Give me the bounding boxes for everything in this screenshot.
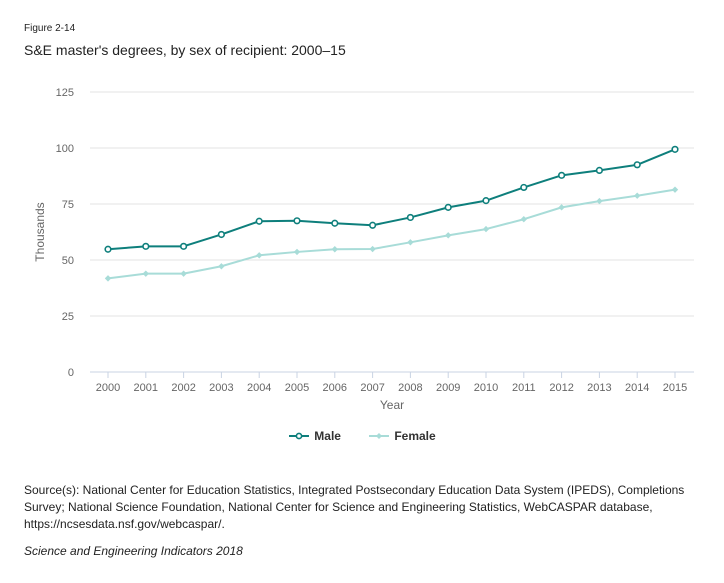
series-group <box>104 145 679 282</box>
data-point-female[interactable] <box>218 263 225 270</box>
x-tick-label: 2003 <box>209 382 233 394</box>
x-axis-ticks: 2000 2001 2002 2003 2004 2005 2006 2007 2008 2009… <box>96 372 687 394</box>
x-axis-title: Year <box>380 398 404 412</box>
x-tick-label: 2002 <box>171 382 195 394</box>
data-point-female[interactable] <box>671 186 679 193</box>
legend-label-male: Male <box>314 429 341 443</box>
data-point-male[interactable] <box>482 197 490 205</box>
x-tick-label: 2000 <box>96 382 120 394</box>
source-note: Source(s): National Center for Education… <box>24 483 685 531</box>
data-point-female[interactable] <box>104 275 112 282</box>
y-tick-label: 125 <box>56 87 74 99</box>
y-tick-label: 25 <box>62 311 74 323</box>
legend: Male Female <box>0 429 724 444</box>
data-point-male[interactable] <box>369 221 377 229</box>
x-tick-label: 2009 <box>436 382 460 394</box>
figure-label: Figure 2-14 <box>24 23 76 34</box>
chart-title: S&E master's degrees, by sex of recipien… <box>24 42 346 58</box>
data-point-female[interactable] <box>256 252 263 259</box>
data-point-male[interactable] <box>331 219 339 227</box>
data-point-female[interactable] <box>482 225 490 233</box>
y-tick-label: 100 <box>56 143 74 155</box>
x-tick-label: 2008 <box>398 382 422 394</box>
data-point-male[interactable] <box>406 213 415 222</box>
legend-item-male[interactable]: Male <box>288 429 341 443</box>
legend-male-icon <box>289 432 310 440</box>
x-tick-label: 2004 <box>247 382 271 394</box>
x-tick-label: 2010 <box>474 382 498 394</box>
data-point-female[interactable] <box>634 192 641 199</box>
data-point-female[interactable] <box>142 270 149 277</box>
data-point-female[interactable] <box>369 245 376 253</box>
x-tick-label: 2006 <box>323 382 347 394</box>
data-point-female[interactable] <box>331 246 338 253</box>
data-point-male[interactable] <box>104 245 112 253</box>
y-tick-label: 75 <box>62 199 74 211</box>
y-tick-label: 50 <box>62 255 74 267</box>
y-axis-title: Thousands <box>33 202 47 261</box>
x-tick-label: 2012 <box>549 382 573 394</box>
x-tick-label: 2011 <box>512 382 536 394</box>
data-point-male[interactable] <box>595 166 604 174</box>
x-tick-label: 2013 <box>587 382 611 394</box>
data-point-male[interactable] <box>142 242 150 250</box>
data-point-female[interactable] <box>445 232 452 239</box>
data-point-male[interactable] <box>671 145 679 153</box>
legend-label-female: Female <box>394 429 436 443</box>
series-male <box>104 145 679 253</box>
series-female <box>104 186 679 282</box>
data-point-male[interactable] <box>293 217 301 225</box>
data-point-female[interactable] <box>180 270 187 277</box>
x-tick-label: 2007 <box>360 382 384 394</box>
data-point-male[interactable] <box>444 203 452 211</box>
series-line-male <box>107 148 676 251</box>
data-point-male[interactable] <box>217 230 225 239</box>
data-point-female[interactable] <box>596 197 603 205</box>
series-line-female <box>107 188 676 280</box>
x-tick-label: 2005 <box>285 382 309 394</box>
y-tick-label: 0 <box>68 367 74 379</box>
credit-line: Science and Engineering Indicators 2018 <box>24 544 243 558</box>
data-point-male[interactable] <box>557 171 566 179</box>
legend-item-female[interactable]: Female <box>368 429 436 443</box>
data-point-male[interactable] <box>520 183 528 192</box>
data-point-male[interactable] <box>633 161 641 169</box>
y-axis-ticks: 0 25 50 75 100 125 <box>56 87 74 379</box>
data-point-male[interactable] <box>255 217 263 225</box>
data-point-female[interactable] <box>293 248 301 256</box>
data-point-female[interactable] <box>407 239 414 246</box>
x-tick-label: 2001 <box>134 382 158 394</box>
gridlines <box>90 91 694 317</box>
x-tick-label: 2015 <box>663 382 687 394</box>
data-point-female[interactable] <box>520 216 527 223</box>
data-point-male[interactable] <box>180 242 188 250</box>
x-tick-label: 2014 <box>625 382 649 394</box>
data-point-female[interactable] <box>558 204 565 211</box>
legend-female-icon <box>369 433 390 439</box>
